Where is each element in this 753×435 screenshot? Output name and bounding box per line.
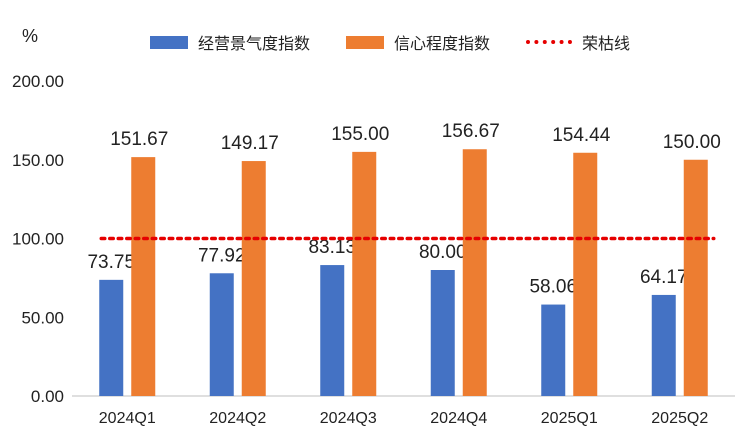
legend-item-series-2: 信心程度指数 (346, 30, 490, 54)
data-label-series-1-2024Q3: 83.13 (308, 237, 356, 258)
data-label-series-1-2024Q1: 73.75 (87, 252, 135, 273)
y-tick-label-2: 100.00 (12, 230, 64, 249)
bar-series-1-2024Q1 (99, 279, 124, 396)
legend-swatch-reference-line (526, 40, 573, 44)
unit-label: % (22, 26, 39, 46)
x-tick-label-2024Q2: 2024Q2 (209, 410, 266, 427)
legend-label-series-2: 信心程度指数 (394, 36, 491, 53)
bar-series-1-2024Q3 (320, 265, 345, 396)
bar-series-1-2025Q2 (651, 294, 676, 396)
legend-swatch-series-2 (346, 35, 385, 49)
bar-series-2-2024Q1 (131, 157, 156, 396)
x-tick-label-2025Q1: 2025Q1 (541, 410, 598, 427)
x-tick-label-2025Q2: 2025Q2 (651, 410, 708, 427)
y-tick-label-4: 200.00 (12, 72, 64, 91)
x-tick-label-2024Q4: 2024Q4 (430, 410, 487, 427)
y-tick-label-1: 50.00 (21, 308, 64, 327)
legend-item-series-1: 经营景气度指数 (150, 30, 310, 54)
data-label-series-2-2024Q1: 151.67 (110, 129, 168, 150)
bar-series-1-2024Q2 (209, 273, 234, 396)
bar-series-1-2024Q4 (430, 270, 455, 396)
bar-series-2-2024Q3 (352, 151, 377, 396)
legend-swatch-series-1 (150, 35, 188, 49)
bar-series-1-2025Q1 (541, 304, 566, 396)
y-tick-label-0: 0.00 (31, 387, 64, 406)
data-label-series-2-2024Q3: 155.00 (331, 124, 389, 145)
legend-item-reference-line: 荣枯线 (526, 30, 630, 54)
data-label-series-2-2024Q4: 156.67 (442, 121, 500, 142)
data-label-series-1-2024Q2: 77.92 (198, 245, 246, 266)
data-label-series-1-2024Q4: 80.00 (419, 242, 467, 263)
legend-label-reference-line: 荣枯线 (582, 36, 631, 53)
x-tick-label-2024Q1: 2024Q1 (99, 410, 156, 427)
legend-label-series-1: 经营景气度指数 (198, 36, 311, 53)
data-label-series-2-2025Q1: 154.44 (552, 125, 611, 146)
y-tick-label-3: 150.00 (12, 151, 64, 170)
data-label-series-2-2024Q2: 149.17 (221, 133, 279, 154)
bar-series-2-2025Q2 (683, 159, 708, 396)
data-label-series-1-2025Q1: 58.06 (529, 277, 577, 298)
data-label-series-2-2025Q2: 150.00 (663, 132, 721, 153)
bar-series-2-2024Q4 (462, 149, 487, 396)
bar-series-2-2025Q1 (573, 152, 598, 396)
x-tick-label-2024Q3: 2024Q3 (320, 410, 377, 427)
legend: 经营景气度指数 信心程度指数 荣枯线 (150, 30, 666, 54)
data-label-series-1-2025Q2: 64.17 (640, 267, 688, 288)
bar-series-2-2024Q2 (241, 161, 266, 396)
